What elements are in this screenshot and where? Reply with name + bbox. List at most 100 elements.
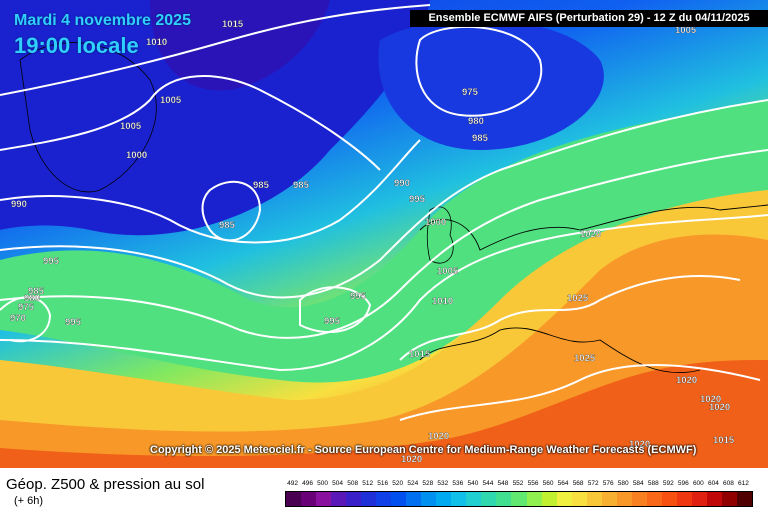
legend-swatch xyxy=(496,492,512,506)
legend-swatch xyxy=(376,492,392,506)
legend-tick: 560 xyxy=(542,480,554,487)
legend-tick: 556 xyxy=(527,480,539,487)
legend-tick: 552 xyxy=(512,480,524,487)
isobar-label: 1005 xyxy=(120,121,142,132)
legend-tick: 600 xyxy=(692,480,704,487)
isobar-label: 985 xyxy=(219,220,236,231)
legend-tick-labels: 492 496 500 504 508 512 516 520 524 528 532 536 540 5… xyxy=(283,480,753,490)
legend-swatch xyxy=(406,492,422,506)
isobar-label: 985 xyxy=(293,180,310,191)
legend-tick: 512 xyxy=(362,480,374,487)
legend-swatch xyxy=(391,492,407,506)
legend-swatch xyxy=(631,492,647,506)
legend-tick: 572 xyxy=(587,480,599,487)
legend-tick: 592 xyxy=(662,480,674,487)
legend-swatch xyxy=(526,492,542,506)
isobar-label: 1010 xyxy=(432,296,453,307)
isobar-label: 1005 xyxy=(160,95,182,106)
legend-swatch xyxy=(646,492,662,506)
legend-tick: 516 xyxy=(377,480,389,487)
legend-tick: 496 xyxy=(302,480,313,487)
legend-swatch xyxy=(721,492,737,506)
isobar-label: 990 xyxy=(11,199,27,210)
legend-swatch xyxy=(616,492,632,506)
isobar-label: 975 xyxy=(18,302,35,313)
legend-tick: 508 xyxy=(347,480,359,487)
legend-tick: 536 xyxy=(452,480,464,487)
legend-swatch xyxy=(706,492,722,506)
isobar-label: 1020 xyxy=(580,229,601,240)
legend-tick: 580 xyxy=(617,480,629,487)
z500-mid-band xyxy=(0,100,768,383)
isobar-label-group: 1015 1010 1005 1005 1000 990 995 985 985… xyxy=(10,19,735,465)
coastline-greenland xyxy=(19,42,157,193)
model-run-label: Ensemble ECMWF AIFS (Perturbation 29) - … xyxy=(410,10,768,27)
z500-low-north xyxy=(0,0,430,236)
legend-swatch xyxy=(421,492,437,506)
legend-swatch xyxy=(361,492,377,506)
isobar-label: 980 xyxy=(24,293,40,304)
legend-swatch xyxy=(466,492,482,506)
isobar-label: 1020 xyxy=(709,402,730,413)
forecast-step: (+ 6h) xyxy=(14,495,44,507)
isobar-label: 1005 xyxy=(675,25,697,36)
legend-tick: 612 xyxy=(738,480,749,487)
legend-swatch xyxy=(586,492,602,506)
isobar-label: 1020 xyxy=(428,431,449,442)
legend-swatch xyxy=(436,492,452,506)
coastline-uk xyxy=(426,206,454,264)
legend-swatch xyxy=(316,492,332,506)
legend-tick: 588 xyxy=(647,480,659,487)
legend-swatch xyxy=(736,492,752,506)
isobar-label: 995 xyxy=(65,317,82,328)
legend-tick: 500 xyxy=(317,480,329,487)
isobar-label: 1010 xyxy=(146,37,167,48)
isobar-label: 985 xyxy=(28,286,45,297)
legend-swatch xyxy=(451,492,467,506)
isobar-label: 1025 xyxy=(574,353,596,364)
legend-swatch xyxy=(691,492,707,506)
legend-swatch xyxy=(481,492,497,506)
footer-bar: Géop. Z500 & pression au sol (+ 6h) 492 4… xyxy=(0,468,768,512)
legend-tick: 528 xyxy=(422,480,434,487)
isobar-label: 1015 xyxy=(713,435,735,446)
isobar-label: 995 xyxy=(324,316,341,327)
isobar-lines xyxy=(0,4,768,421)
copyright-text: Copyright © 2025 Meteociel.fr - Source E… xyxy=(150,444,697,456)
isobar-label: 980 xyxy=(468,116,484,127)
isobar-label: 1005 xyxy=(437,266,459,277)
legend-tick: 520 xyxy=(392,480,404,487)
isobar-label: 975 xyxy=(462,87,479,98)
forecast-date: Mardi 4 novembre 2025 xyxy=(14,12,191,29)
isobar-label: 1000 xyxy=(425,217,446,228)
legend-tick: 604 xyxy=(707,480,719,487)
isobar-label: 1020 xyxy=(629,439,650,450)
legend-swatch xyxy=(661,492,677,506)
legend-tick: 564 xyxy=(557,480,569,487)
legend-swatch xyxy=(676,492,692,506)
isobar-label: 1000 xyxy=(126,150,147,161)
isobar-label: 1020 xyxy=(700,394,721,405)
legend-tick: 576 xyxy=(602,480,614,487)
isobar-label: 1015 xyxy=(222,19,244,30)
legend-tick: 608 xyxy=(723,480,734,487)
legend-swatch xyxy=(331,492,347,506)
color-legend xyxy=(285,491,753,507)
legend-tick: 532 xyxy=(437,480,449,487)
legend-swatch xyxy=(541,492,557,506)
coastline-europe xyxy=(419,204,768,374)
legend-tick: 540 xyxy=(467,480,479,487)
legend-tick: 596 xyxy=(677,480,689,487)
legend-swatch xyxy=(511,492,527,506)
legend-tick: 548 xyxy=(497,480,509,487)
legend-swatch xyxy=(301,492,317,506)
legend-swatch xyxy=(601,492,617,506)
isobar-label: 1025 xyxy=(567,293,589,304)
forecast-map: 1015 1010 1005 1005 1000 990 995 985 985… xyxy=(0,0,768,468)
legend-tick: 568 xyxy=(572,480,584,487)
legend-swatch xyxy=(556,492,572,506)
isobar-label: 1015 xyxy=(409,349,431,360)
isobar-label: 995 xyxy=(409,194,426,205)
legend-tick: 524 xyxy=(407,480,419,487)
